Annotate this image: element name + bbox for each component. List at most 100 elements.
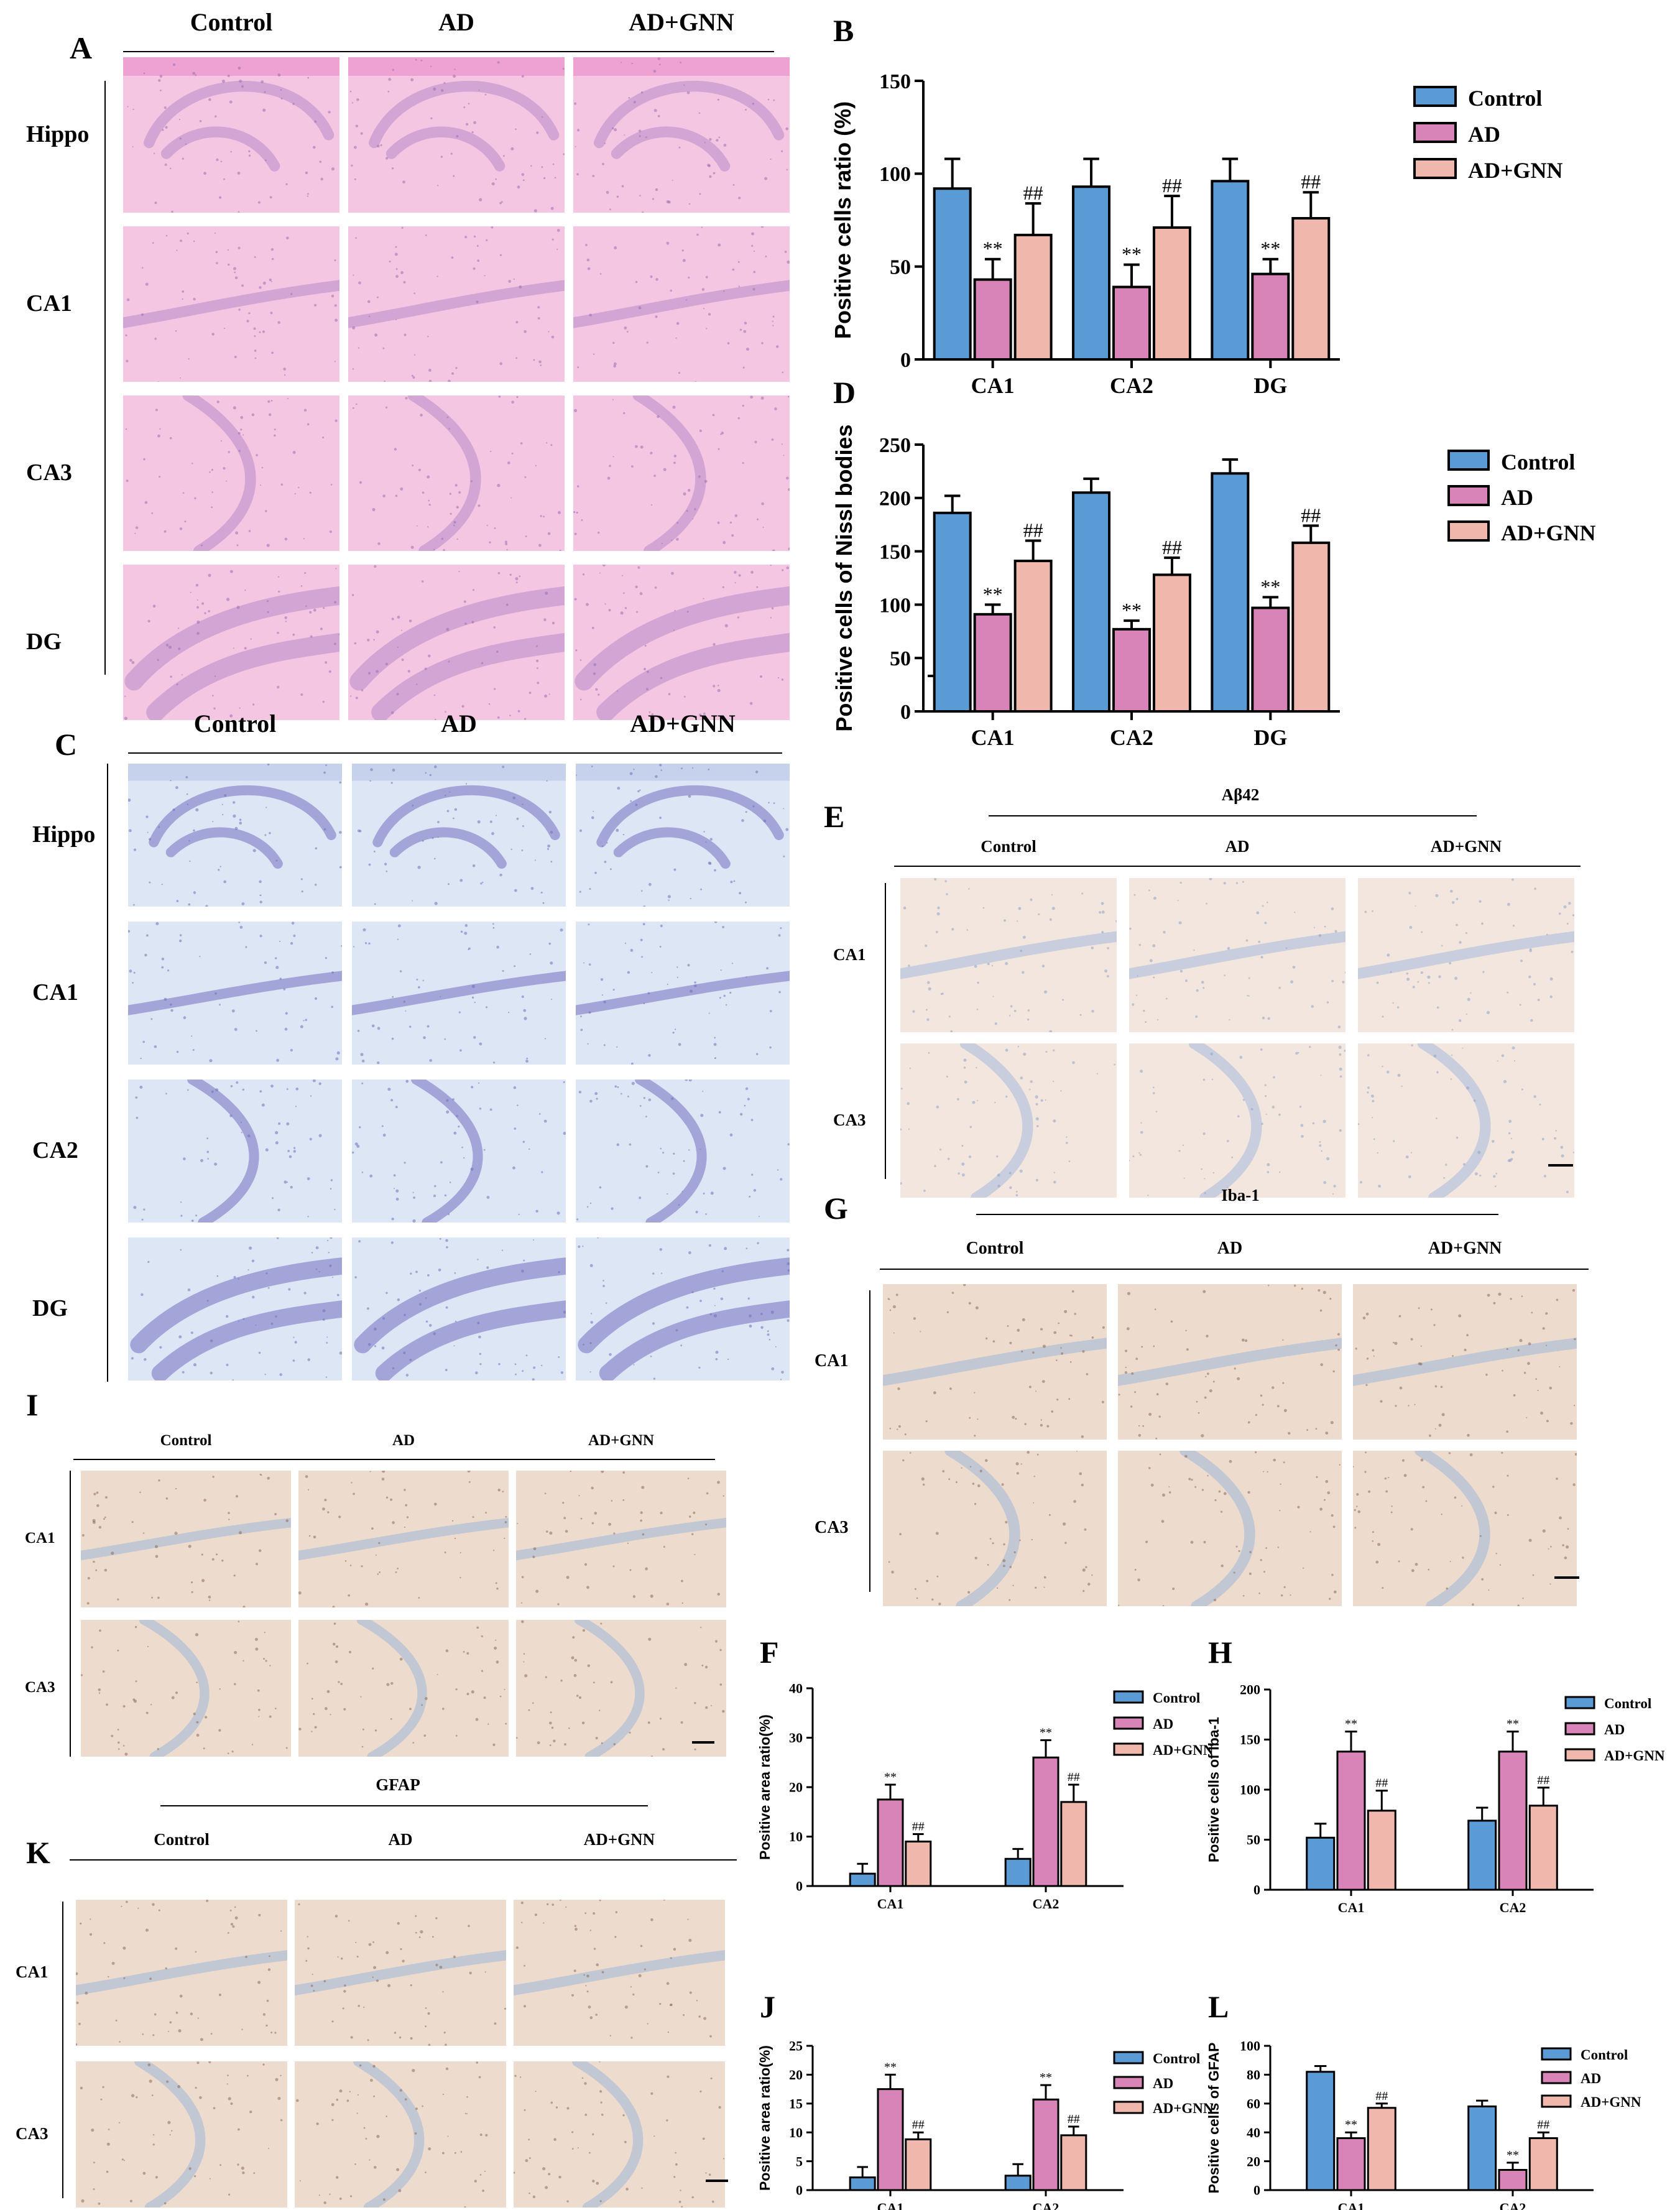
bar-AD+GNN-DG [1291, 217, 1331, 361]
y-tick-label: 0 [900, 349, 911, 372]
y-tick-label: 10 [789, 1829, 803, 1844]
legend-label-AD+GNN: AD+GNN [1501, 520, 1596, 545]
micrograph-panel_C-CA2-Control [128, 1080, 342, 1223]
bar-chart-F: 0 10 20 30 40 Positive area ratio(%) CA1 ** ## CA… [757, 1681, 1214, 1912]
legend-swatch-AD+GNN [1447, 520, 1490, 542]
bar-AD-CA2 [1112, 627, 1151, 713]
bar-Control-CA1 [1306, 2071, 1336, 2191]
y-tick-label: 40 [789, 1681, 803, 1696]
legend-label-AD: AD [1153, 2076, 1173, 2091]
row-label-panel_G-1: CA3 [815, 1518, 849, 1538]
scale-bar [1554, 1576, 1579, 1579]
row-label-panel_C-0: Hippo [32, 821, 96, 848]
x-tick-label-CA1: CA1 [1338, 2200, 1365, 2210]
column-header-panel_G-0: Control [966, 1239, 1024, 1258]
row-label-panel_I-1: CA3 [25, 1679, 55, 1696]
y-tick-label: 15 [789, 2096, 803, 2112]
micrograph-panel_C-DG-Control [128, 1237, 342, 1380]
bar-Control-CA2 [1467, 1819, 1497, 1891]
bar-AD-CA2 [1032, 2098, 1059, 2191]
significance-marker: ## [1023, 182, 1043, 204]
legend-label-AD+GNN: AD+GNN [1581, 2094, 1641, 2110]
column-header-panel_I-1: AD [392, 1432, 415, 1449]
column-header-panel_G-2: AD+GNN [1428, 1239, 1502, 1258]
micrograph-panel_A-CA3-AD [348, 395, 565, 551]
legend-swatch-AD+GNN [1541, 2094, 1572, 2108]
bar-chart-D: 0 50 100 150 200 250 Positive cells of Nissl b… [831, 424, 1596, 750]
micrograph-panel_E-CA1-AD [1129, 878, 1345, 1032]
header-rule [880, 1269, 1589, 1270]
row-divider [869, 1290, 870, 1592]
legend-label-AD+GNN: AD+GNN [1468, 158, 1563, 183]
micrograph-panel_A-Hippo-Control [123, 57, 339, 213]
x-tick-label-CA1: CA1 [877, 2200, 904, 2210]
micrograph-panel_A-CA3-Control [123, 395, 339, 551]
row-label-panel_K-1: CA3 [16, 2124, 48, 2143]
row-divider [885, 883, 886, 1179]
bar-Control-CA2 [1467, 2105, 1497, 2191]
significance-marker: ## [912, 1820, 925, 1834]
panel-label-E: E [824, 799, 845, 834]
micrograph-panel_C-CA1-AD [352, 922, 566, 1065]
micrograph-panel_K-CA1-AD+GNN [514, 1900, 725, 2046]
bar-AD+GNN-DG [1291, 541, 1331, 713]
row-label-panel_A-0: Hippo [26, 121, 90, 148]
legend-swatch-AD [1447, 485, 1490, 506]
significance-marker: ** [1507, 2148, 1519, 2162]
y-tick-label: 150 [1240, 1732, 1260, 1747]
bar-AD+GNN-CA2 [1152, 573, 1191, 713]
legend-swatch-AD+GNN [1113, 1742, 1144, 1756]
legend-swatch-AD [1113, 2076, 1144, 2089]
legend-swatch-Control [1113, 1690, 1144, 1704]
x-tick-label-CA1: CA1 [971, 373, 1015, 398]
y-tick-label: 0 [900, 701, 911, 724]
legend-label-AD+GNN: AD+GNN [1153, 1742, 1214, 1758]
legend-swatch-Control [1564, 1696, 1595, 1709]
marker-title-panel_K: GFAP [376, 1775, 420, 1794]
column-header-panel_E-1: AD [1225, 837, 1250, 856]
bar-Control-CA1 [1306, 1836, 1336, 1891]
legend-swatch-Control [1413, 86, 1457, 107]
micrograph-panel_K-CA1-AD [295, 1900, 506, 2046]
micrograph-panel_I-CA1-AD [298, 1471, 509, 1607]
micrograph-panel_G-CA3-AD+GNN [1353, 1451, 1577, 1606]
column-header-panel_K-1: AD [388, 1830, 413, 1849]
bar-AD-CA1 [1336, 1750, 1366, 1891]
micrograph-panel_E-CA1-AD+GNN [1358, 878, 1574, 1032]
bar-Control-CA1 [933, 511, 972, 713]
panel-label-F: F [760, 1635, 779, 1670]
significance-marker: ## [1068, 1770, 1080, 1784]
x-tick-label-DG: DG [1253, 725, 1287, 750]
row-label-panel_G-0: CA1 [815, 1351, 849, 1371]
micrograph-panel_C-Hippo-Control [128, 764, 342, 907]
micrograph-panel_A-Hippo-AD+GNN [573, 57, 790, 213]
marker-title-panel_G: Iba-1 [1221, 1186, 1260, 1204]
x-tick-label-CA1: CA1 [1338, 1900, 1365, 1915]
marker-rule [160, 1805, 648, 1806]
micrograph-panel_A-DG-AD+GNN [573, 565, 790, 720]
micrograph-panel_I-CA3-AD [298, 1620, 509, 1757]
row-label-panel_E-1: CA3 [833, 1110, 866, 1129]
y-tick-label: 150 [879, 70, 911, 93]
bar-Control-DG [1211, 472, 1250, 713]
y-tick-label: 20 [789, 1780, 803, 1795]
y-tick-label: 20 [789, 2067, 803, 2083]
micrograph-panel_C-Hippo-AD+GNN [576, 764, 790, 907]
micrograph-panel_C-Hippo-AD [352, 764, 566, 907]
bar-AD+GNN-CA1 [905, 2138, 932, 2191]
legend-swatch-AD+GNN [1564, 1748, 1595, 1762]
y-tick-label: 50 [1247, 1832, 1260, 1847]
bar-Control-CA1 [933, 187, 972, 361]
bar-AD-DG [1251, 606, 1290, 713]
micrograph-panel_E-CA3-AD [1129, 1043, 1345, 1198]
panel-label-L: L [1208, 1989, 1229, 2024]
legend-label-Control: Control [1604, 1696, 1651, 1711]
y-tick-label: 100 [1240, 2038, 1260, 2054]
significance-marker: ** [1122, 599, 1142, 621]
bar-Control-DG [1211, 180, 1250, 361]
x-tick-label-DG: DG [1253, 373, 1287, 398]
y-tick-label: 40 [1247, 2125, 1260, 2140]
row-divider [70, 1471, 71, 1757]
micrograph-panel_C-CA1-AD+GNN [576, 922, 790, 1065]
micrograph-panel_C-DG-AD+GNN [576, 1237, 790, 1380]
